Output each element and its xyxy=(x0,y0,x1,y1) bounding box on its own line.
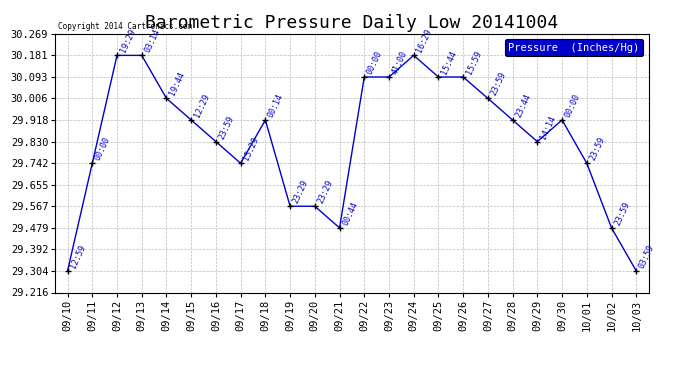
Text: 00:44: 00:44 xyxy=(341,200,359,226)
Text: 00:14: 00:14 xyxy=(266,92,286,119)
Text: 23:44: 23:44 xyxy=(514,92,533,119)
Text: 19:44: 19:44 xyxy=(168,70,186,97)
Legend: Pressure  (Inches/Hg): Pressure (Inches/Hg) xyxy=(505,39,643,56)
Text: 23:59: 23:59 xyxy=(613,200,631,226)
Text: 14:14: 14:14 xyxy=(539,114,558,140)
Text: 15:44: 15:44 xyxy=(440,49,458,76)
Text: 23:59: 23:59 xyxy=(217,114,236,140)
Text: 03:14: 03:14 xyxy=(143,28,161,54)
Text: Copyright 2014 Cartronics.com: Copyright 2014 Cartronics.com xyxy=(58,22,193,31)
Text: 12:29: 12:29 xyxy=(193,92,211,119)
Text: 19:29: 19:29 xyxy=(118,28,137,54)
Text: 23:29: 23:29 xyxy=(316,178,335,205)
Text: 00:00: 00:00 xyxy=(563,92,582,119)
Text: 00:00: 00:00 xyxy=(366,49,384,76)
Text: 03:59: 03:59 xyxy=(638,243,656,270)
Text: 23:59: 23:59 xyxy=(489,70,508,97)
Text: 00:00: 00:00 xyxy=(94,135,112,162)
Text: 23:29: 23:29 xyxy=(291,178,310,205)
Text: 41:00: 41:00 xyxy=(391,49,409,76)
Title: Barometric Pressure Daily Low 20141004: Barometric Pressure Daily Low 20141004 xyxy=(146,14,558,32)
Text: 15:29: 15:29 xyxy=(242,135,261,162)
Text: 16:29: 16:29 xyxy=(415,28,434,54)
Text: 15:59: 15:59 xyxy=(464,49,483,76)
Text: 23:59: 23:59 xyxy=(588,135,607,162)
Text: 12:59: 12:59 xyxy=(69,243,88,270)
